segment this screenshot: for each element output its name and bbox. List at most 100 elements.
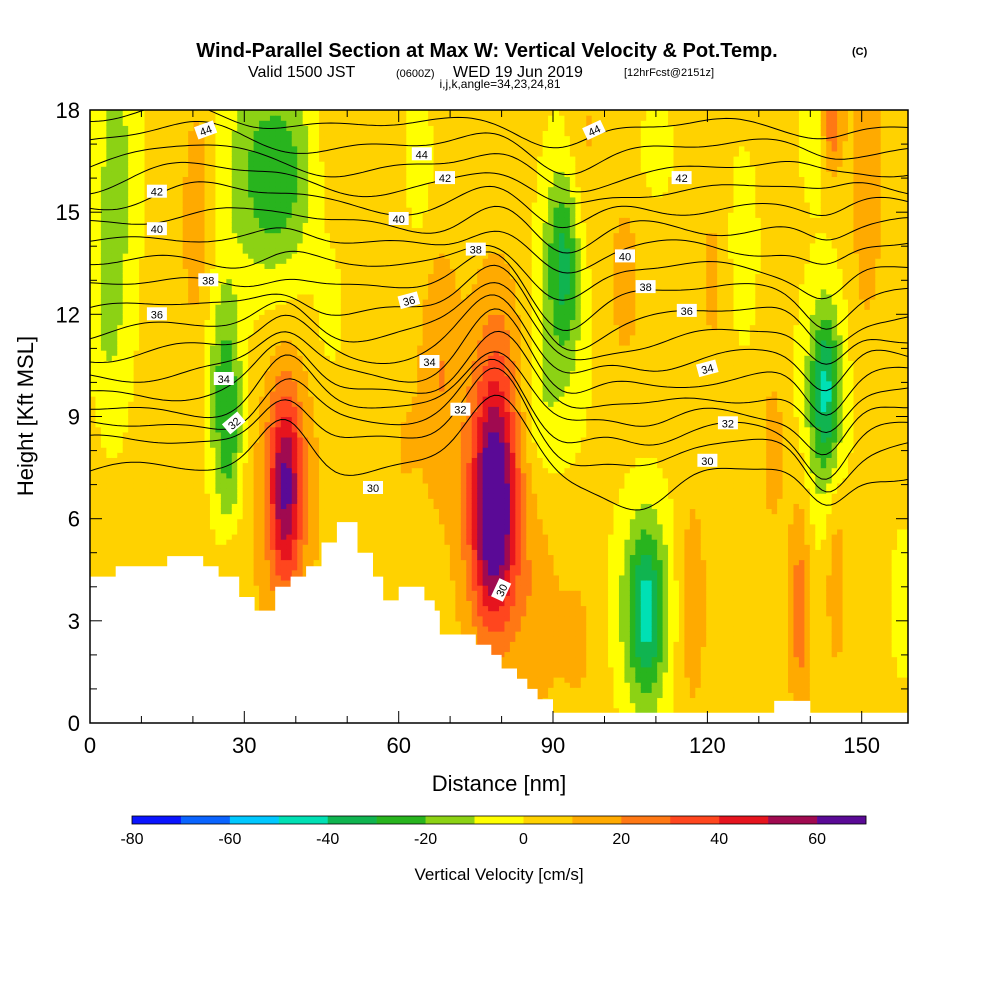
velocity-cell [248, 565, 254, 571]
velocity-cell [221, 560, 227, 566]
velocity-cell [303, 493, 309, 499]
velocity-cell [259, 217, 265, 223]
velocity-cell [254, 575, 260, 581]
velocity-cell [95, 519, 101, 525]
velocity-cell [314, 503, 320, 509]
velocity-cell [117, 120, 123, 126]
velocity-cell [248, 248, 254, 254]
velocity-cell [221, 447, 227, 453]
velocity-cell [259, 595, 265, 601]
velocity-cell [194, 151, 200, 157]
velocity-cell [275, 457, 281, 463]
velocity-cell [226, 554, 232, 560]
velocity-cell [145, 136, 151, 142]
velocity-cell [101, 447, 107, 453]
velocity-cell [232, 284, 238, 290]
velocity-cell [314, 411, 320, 417]
velocity-cell [297, 503, 303, 509]
velocity-cell [112, 401, 118, 407]
velocity-cell [308, 529, 314, 535]
velocity-cell [308, 396, 314, 402]
velocity-cell [199, 187, 205, 193]
velocity-cell [303, 468, 309, 474]
velocity-cell [270, 560, 276, 566]
velocity-cell [221, 314, 227, 320]
velocity-cell [128, 156, 134, 162]
velocity-cell [145, 406, 151, 412]
velocity-cell [183, 549, 189, 555]
velocity-cell [155, 437, 161, 443]
velocity-cell [95, 360, 101, 366]
velocity-cell [221, 406, 227, 412]
velocity-cell [259, 197, 265, 203]
velocity-cell [259, 498, 265, 504]
velocity-cell [237, 325, 243, 331]
velocity-cell [117, 365, 123, 371]
velocity-cell [308, 386, 314, 392]
velocity-cell [221, 452, 227, 458]
velocity-cell [117, 299, 123, 305]
velocity-cell [210, 442, 216, 448]
velocity-cell [183, 207, 189, 213]
velocity-cell [281, 115, 287, 121]
velocity-cell [177, 304, 183, 310]
velocity-cell [155, 432, 161, 438]
velocity-cell [226, 222, 232, 228]
velocity-cell [254, 273, 260, 279]
velocity-cell [90, 187, 96, 193]
velocity-cell [243, 325, 249, 331]
velocity-cell [117, 483, 123, 489]
velocity-cell [232, 483, 238, 489]
velocity-cell [215, 136, 221, 142]
velocity-cell [123, 468, 129, 474]
velocity-cell [145, 483, 151, 489]
velocity-cell [281, 187, 287, 193]
velocity-cell [117, 309, 123, 315]
velocity-cell [210, 468, 216, 474]
velocity-cell [101, 294, 107, 300]
velocity-cell [199, 192, 205, 198]
velocity-cell [95, 396, 101, 402]
velocity-cell [281, 432, 287, 438]
velocity-cell [166, 141, 172, 147]
velocity-cell [172, 136, 178, 142]
velocity-cell [139, 258, 145, 264]
velocity-cell [237, 273, 243, 279]
velocity-cell [139, 442, 145, 448]
velocity-cell [314, 427, 320, 433]
velocity-cell [226, 258, 232, 264]
velocity-cell [281, 222, 287, 228]
velocity-cell [308, 488, 314, 494]
velocity-cell [226, 539, 232, 545]
velocity-cell [166, 488, 172, 494]
velocity-cell [254, 115, 260, 121]
velocity-cell [226, 217, 232, 223]
velocity-cell [281, 549, 287, 555]
velocity-cell [308, 468, 314, 474]
velocity-cell [123, 289, 129, 295]
velocity-cell [308, 560, 314, 566]
velocity-cell [117, 514, 123, 520]
velocity-cell [226, 212, 232, 218]
velocity-cell [308, 473, 314, 479]
velocity-cell [90, 319, 96, 325]
velocity-cell [265, 187, 271, 193]
velocity-cell [205, 462, 211, 468]
velocity-cell [281, 524, 287, 530]
velocity-cell [237, 166, 243, 172]
velocity-cell [117, 524, 123, 530]
velocity-cell [183, 197, 189, 203]
velocity-cell [303, 447, 309, 453]
velocity-cell [199, 508, 205, 514]
velocity-cell [259, 442, 265, 448]
velocity-cell [199, 503, 205, 509]
velocity-cell [145, 263, 151, 269]
velocity-cell [275, 529, 281, 535]
velocity-cell [265, 539, 271, 545]
velocity-cell [188, 130, 194, 136]
velocity-cell [199, 176, 205, 182]
velocity-cell [270, 575, 276, 581]
velocity-cell [308, 197, 314, 203]
velocity-cell [199, 524, 205, 530]
